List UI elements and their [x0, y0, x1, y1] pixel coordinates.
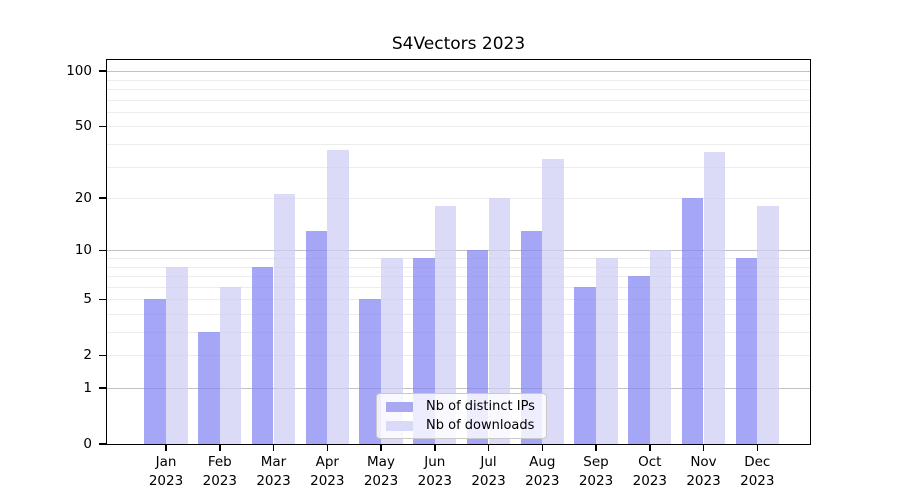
bar-feb-distinct-ips	[198, 332, 220, 444]
bar-may-distinct-ips	[359, 299, 381, 444]
chart-title: S4Vectors 2023	[391, 34, 526, 54]
y-tick-100	[99, 70, 106, 72]
legend-label-distinct-ips: Nb of distinct IPs	[426, 398, 535, 414]
y-label-0: 0	[83, 436, 92, 452]
y-label-100: 100	[66, 63, 92, 80]
x-tick-oct	[649, 445, 651, 451]
legend-item-downloads: Nb of downloads	[377, 417, 546, 433]
x-tick-mar	[272, 445, 275, 451]
y-label-50: 50	[74, 118, 92, 135]
gridline-4	[107, 314, 810, 315]
legend-swatch-downloads	[386, 420, 413, 431]
gridline-10	[107, 250, 810, 252]
gridline-20	[107, 198, 810, 200]
gridline-50	[107, 126, 810, 128]
x-label-jul: Jul 2023	[471, 454, 506, 489]
bar-dec-distinct-ips	[735, 258, 758, 444]
x-label-oct: Oct 2023	[632, 454, 667, 489]
y-label-10: 10	[74, 242, 92, 259]
y-label-2: 2	[83, 347, 92, 364]
bar-jul-downloads	[488, 198, 511, 444]
bar-oct-downloads	[649, 250, 672, 444]
y-label-5: 5	[83, 291, 92, 308]
bar-apr-downloads	[327, 150, 349, 444]
x-label-nov: Nov 2023	[686, 454, 721, 489]
gridline-7	[107, 276, 810, 277]
y-tick-50	[99, 125, 106, 128]
gridline-90	[107, 79, 810, 81]
y-tick-10	[99, 249, 106, 251]
gridline-2	[107, 355, 810, 357]
x-tick-sep	[595, 445, 597, 451]
gridline-9	[107, 258, 810, 259]
y-tick-0	[99, 443, 106, 445]
bar-aug-downloads	[542, 159, 564, 444]
bar-feb-downloads	[219, 286, 242, 444]
gridline-100	[107, 71, 810, 73]
legend-item-distinct-ips: Nb of distinct IPs	[377, 398, 546, 414]
gridline-6	[107, 286, 810, 288]
legend-label-downloads: Nb of downloads	[426, 417, 535, 433]
y-tick-2	[99, 354, 106, 356]
gridline-80	[107, 89, 810, 90]
gridline-5	[107, 299, 810, 301]
legend: Nb of distinct IPs Nb of downloads	[376, 393, 547, 439]
gridline-40	[107, 144, 810, 145]
x-tick-nov	[702, 445, 705, 451]
bar-oct-distinct-ips	[628, 276, 650, 444]
x-tick-may	[380, 445, 382, 451]
x-label-apr: Apr 2023	[310, 454, 345, 489]
x-tick-feb	[219, 445, 221, 451]
x-label-mar: Mar 2023	[256, 454, 291, 489]
x-tick-jul	[487, 445, 490, 451]
x-label-aug: Aug 2023	[525, 454, 560, 489]
bar-mar-downloads	[273, 194, 296, 444]
bar-jan-distinct-ips	[144, 299, 166, 444]
gridline-60	[107, 111, 810, 113]
bar-jun-downloads	[434, 206, 457, 444]
bar-sep-distinct-ips	[574, 286, 596, 444]
x-label-dec: Dec 2023	[740, 454, 775, 489]
x-label-jun: Jun 2023	[417, 454, 452, 489]
x-label-may: May 2023	[363, 454, 399, 489]
y-label-20: 20	[74, 190, 92, 207]
y-tick-5	[99, 298, 106, 300]
y-tick-20	[99, 197, 106, 199]
gridline-70	[107, 99, 810, 101]
legend-swatch-distinct-ips	[386, 401, 413, 412]
gridline-1	[107, 388, 810, 389]
x-tick-apr	[326, 445, 328, 451]
gridline-8	[107, 266, 810, 268]
plot-area	[107, 60, 810, 444]
x-tick-jun	[434, 445, 436, 451]
bar-aug-distinct-ips	[520, 230, 543, 444]
y-label-1: 1	[83, 380, 92, 396]
bar-mar-distinct-ips	[251, 266, 274, 444]
y-tick-1	[99, 387, 106, 389]
x-label-sep: Sep 2023	[578, 454, 614, 489]
x-tick-jan	[165, 445, 167, 451]
x-label-feb: Feb 2023	[202, 454, 237, 489]
gridline-3	[107, 332, 810, 333]
bar-apr-distinct-ips	[305, 230, 328, 444]
bar-nov-distinct-ips	[681, 198, 704, 444]
bar-dec-downloads	[757, 206, 779, 444]
bar-sep-downloads	[596, 258, 618, 444]
x-label-jan: Jan 2023	[148, 454, 184, 489]
bar-nov-downloads	[703, 152, 726, 444]
bar-jan-downloads	[166, 266, 188, 444]
gridline-30	[107, 166, 810, 168]
x-tick-dec	[756, 445, 758, 451]
x-tick-aug	[541, 445, 543, 451]
